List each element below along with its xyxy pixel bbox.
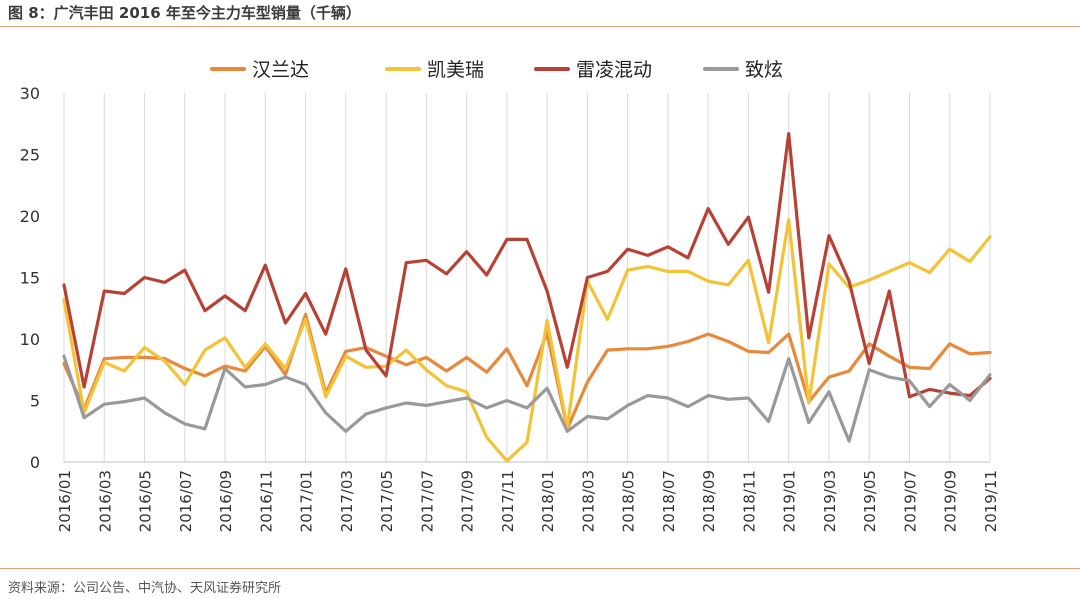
y-tick-label: 15 [20, 269, 40, 288]
x-tick-label: 2018/03 [579, 470, 597, 532]
x-tick-label: 2017/03 [338, 470, 356, 532]
y-tick-label: 10 [20, 330, 40, 349]
x-tick-label: 2019/07 [901, 470, 919, 532]
x-tick-label: 2019/05 [861, 470, 879, 532]
x-tick-label: 2016/03 [96, 470, 114, 532]
line-chart: 0 5 10 15 20 25 30 2016/01 2016/03 2016/05 2016/07… [20, 59, 1000, 532]
series-line-1 [62, 218, 992, 463]
x-tick-label: 2017/05 [378, 470, 396, 532]
x-tick-label: 2019/01 [781, 470, 799, 532]
x-tick-label: 2019/03 [821, 470, 839, 532]
series-line-3 [62, 354, 992, 443]
series-lines [62, 132, 992, 463]
legend-label-2: 雷凌混动 [576, 59, 652, 81]
x-tick-label: 2016/05 [137, 470, 155, 532]
top-divider [0, 26, 1080, 27]
x-tick-label: 2017/07 [418, 470, 436, 532]
legend-label-1: 凯美瑞 [427, 59, 484, 81]
y-tick-label: 0 [30, 453, 40, 472]
x-tick-label: 2016/09 [217, 470, 235, 532]
x-tick-label: 2017/01 [298, 470, 316, 532]
axes: 0 5 10 15 20 25 30 2016/01 2016/03 2016/05 2016/07… [20, 84, 1000, 532]
x-tick-label: 2018/07 [660, 470, 678, 532]
x-tick-label: 2018/11 [740, 470, 758, 532]
series-line-2 [62, 132, 992, 399]
x-tick-label: 2019/09 [942, 470, 960, 532]
x-tick-label: 2016/11 [257, 470, 275, 532]
bottom-divider [0, 568, 1080, 569]
legend-label-0: 汉兰达 [252, 59, 309, 81]
x-tick-label: 2018/05 [620, 470, 638, 532]
x-tick-label: 2016/07 [177, 470, 195, 532]
x-tick-label: 2017/11 [499, 470, 517, 532]
y-tick-label: 30 [20, 84, 40, 103]
y-tick-label: 25 [20, 146, 40, 165]
legend: 汉兰达 凯美瑞 雷凌混动 致炫 [210, 59, 783, 81]
source-note: 资料来源：公司公告、中汽协、天风证券研究所 [8, 581, 282, 596]
x-tick-label: 2019/11 [982, 470, 1000, 532]
x-tick-label: 2017/09 [459, 470, 477, 532]
chart-caption: 图 8：广汽丰田 2016 年至今主力车型销量（千辆） [8, 4, 361, 22]
x-tick-label: 2018/09 [700, 470, 718, 532]
y-tick-label: 20 [20, 207, 40, 226]
y-tick-label: 5 [30, 392, 40, 411]
legend-label-3: 致炫 [745, 59, 783, 81]
x-tick-label: 2018/01 [539, 470, 557, 532]
series-line-0 [62, 312, 992, 431]
x-tick-label: 2016/01 [56, 470, 74, 532]
